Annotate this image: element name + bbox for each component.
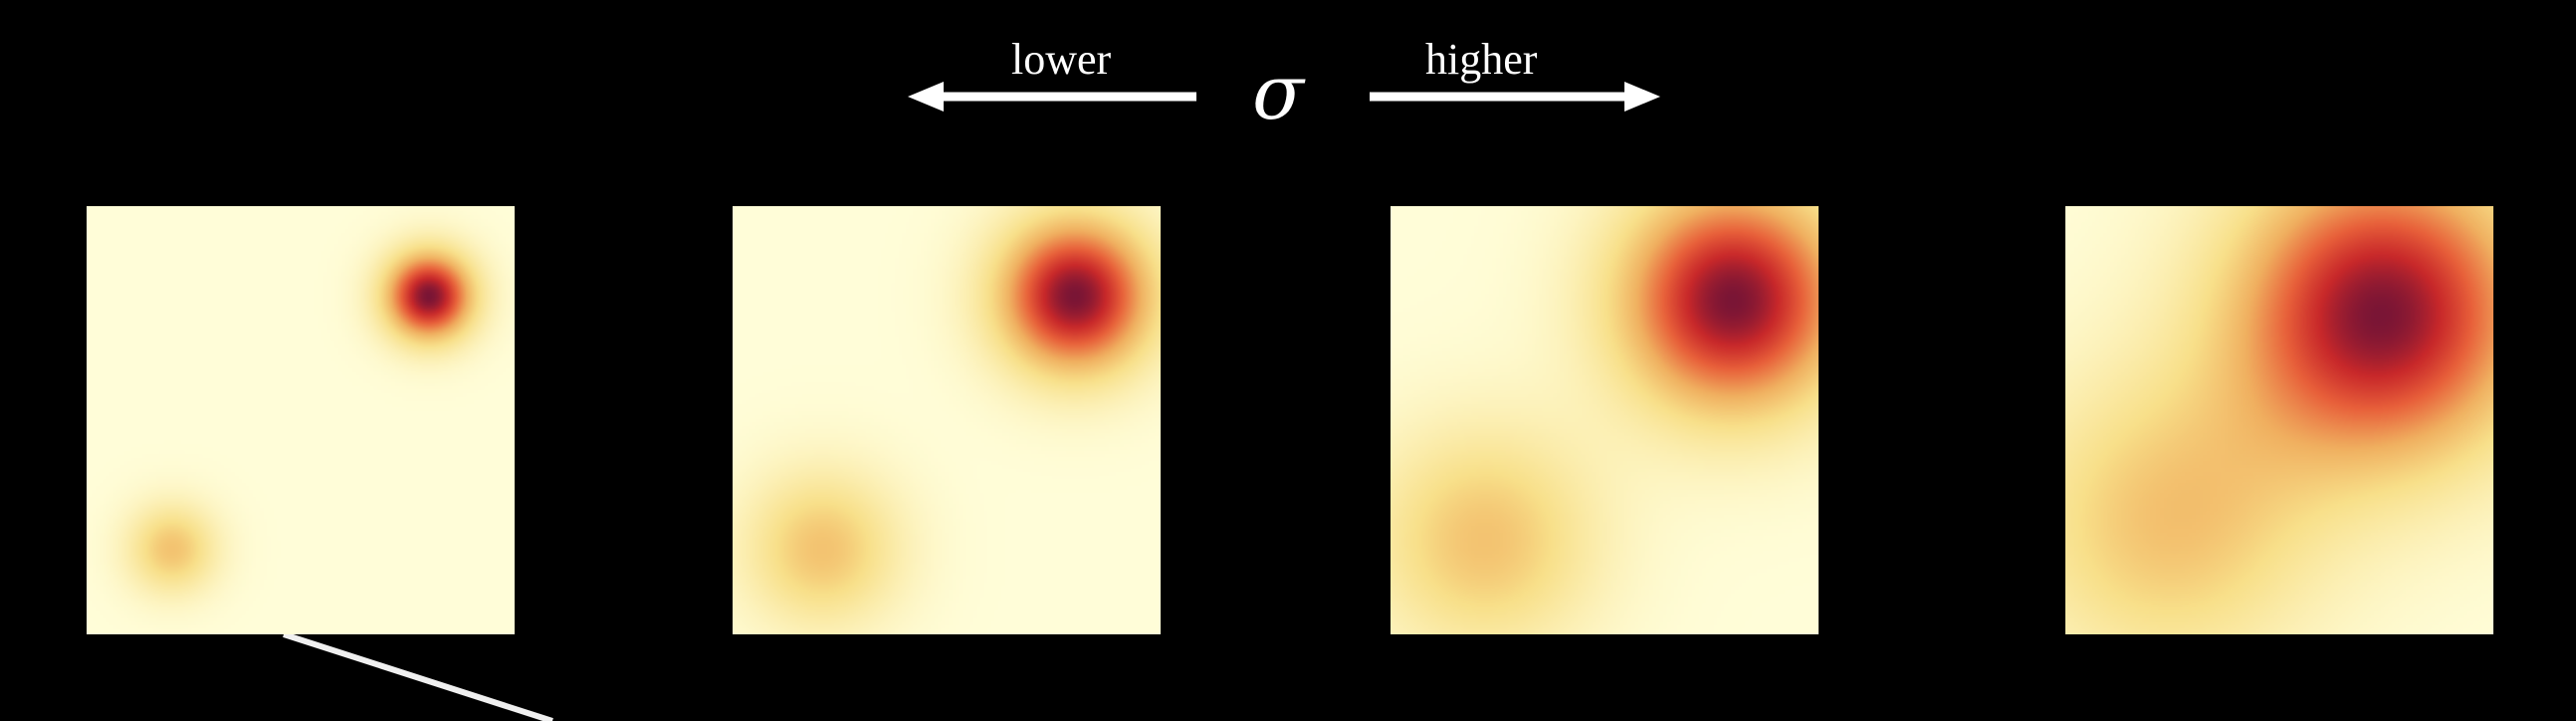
higher-label: higher	[1425, 35, 1538, 84]
pointer-line	[283, 631, 553, 721]
higher-arrow	[1370, 82, 1660, 112]
heatmap-panel-4	[2065, 206, 2493, 634]
heatmap-panel-2	[733, 206, 1161, 634]
sigma-symbol: σ	[1252, 48, 1304, 136]
lower-arrow	[908, 82, 1196, 112]
heatmap-panel-3	[1391, 206, 1819, 634]
heatmap-panel-1	[87, 206, 515, 634]
lower-label: lower	[1011, 35, 1112, 84]
